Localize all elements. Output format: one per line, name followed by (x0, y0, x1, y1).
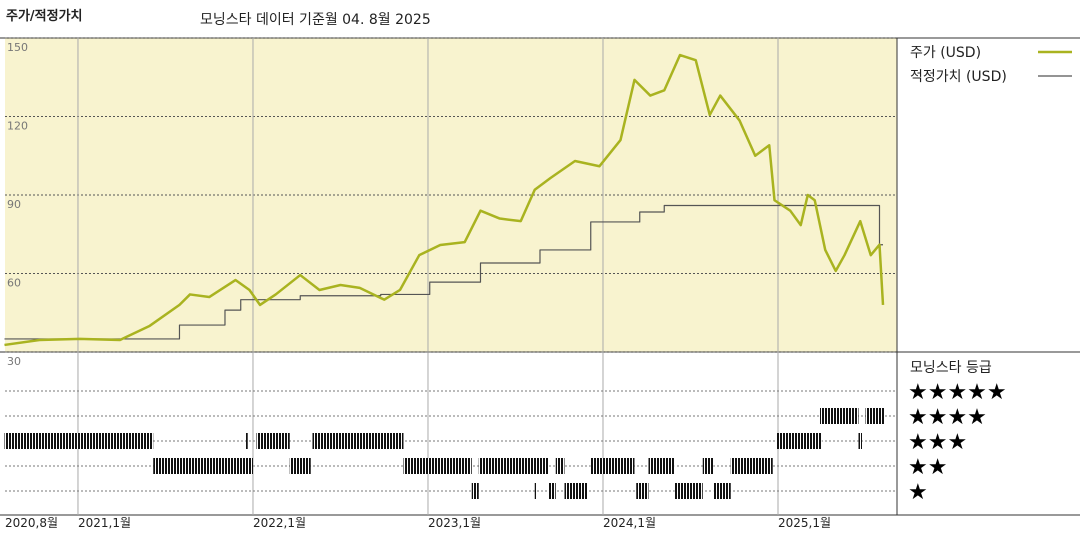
series-line (4, 204, 883, 340)
rating-bar (256, 433, 290, 449)
rating-bar (702, 458, 714, 474)
rating-bar (819, 408, 859, 424)
rating-bar (153, 458, 253, 474)
rating-bar (730, 458, 773, 474)
rating-bar (648, 458, 675, 474)
rating-bar (590, 458, 635, 474)
y-tick-label: 150 (7, 41, 28, 54)
rating-bar (674, 483, 703, 499)
rating-bar (865, 408, 885, 424)
y-tick-label: 60 (7, 277, 21, 290)
rating-bar (713, 483, 731, 499)
star-label: ★ (908, 480, 928, 505)
rating-bar (4, 433, 154, 449)
series-line (4, 53, 885, 347)
legend-label: 주가 (USD) (910, 45, 981, 61)
x-tick-label: 2022,1월 (253, 516, 306, 530)
star-label: ★★★★ (908, 405, 987, 430)
rating-bar (245, 433, 248, 449)
rating-bar (534, 483, 537, 499)
x-tick-label: 2021,1월 (78, 516, 131, 530)
y-tick-label: 120 (7, 120, 28, 133)
chart-subtitle: 모닝스타 데이터 기준월 04. 8월 2025 (200, 12, 431, 28)
y-tick-label: 30 (7, 355, 21, 368)
x-tick-label: 2020,8월 (5, 516, 58, 530)
chart-title: 주가/적정가치 (6, 8, 83, 24)
star-label: ★★★ (908, 430, 967, 455)
legend-label: 적정가치 (USD) (910, 69, 1007, 85)
rating-bar (403, 458, 472, 474)
rating-bar (858, 433, 862, 449)
rating-bar (478, 458, 549, 474)
rating-bar (776, 433, 822, 449)
x-tick-label: 2023,1월 (428, 516, 481, 530)
rating-bar (636, 483, 649, 499)
x-tick-label: 2025,1월 (778, 516, 831, 530)
x-tick-label: 2024,1월 (603, 516, 656, 530)
rating-bar (564, 483, 588, 499)
rating-bar (289, 458, 311, 474)
y-tick-label: 90 (7, 198, 21, 211)
rating-bar (555, 458, 565, 474)
plot: 30 60 90 120 150 2020,8월 2021,1월 2022,1월 2023,1월… (4, 37, 1072, 530)
rating-bar (548, 483, 556, 499)
rating-title: 모닝스타 등급 (910, 360, 992, 376)
star-label: ★★★★★ (908, 380, 1007, 405)
rating-bar (471, 483, 479, 499)
rating-bar (312, 433, 404, 449)
star-label: ★★ (908, 455, 947, 480)
